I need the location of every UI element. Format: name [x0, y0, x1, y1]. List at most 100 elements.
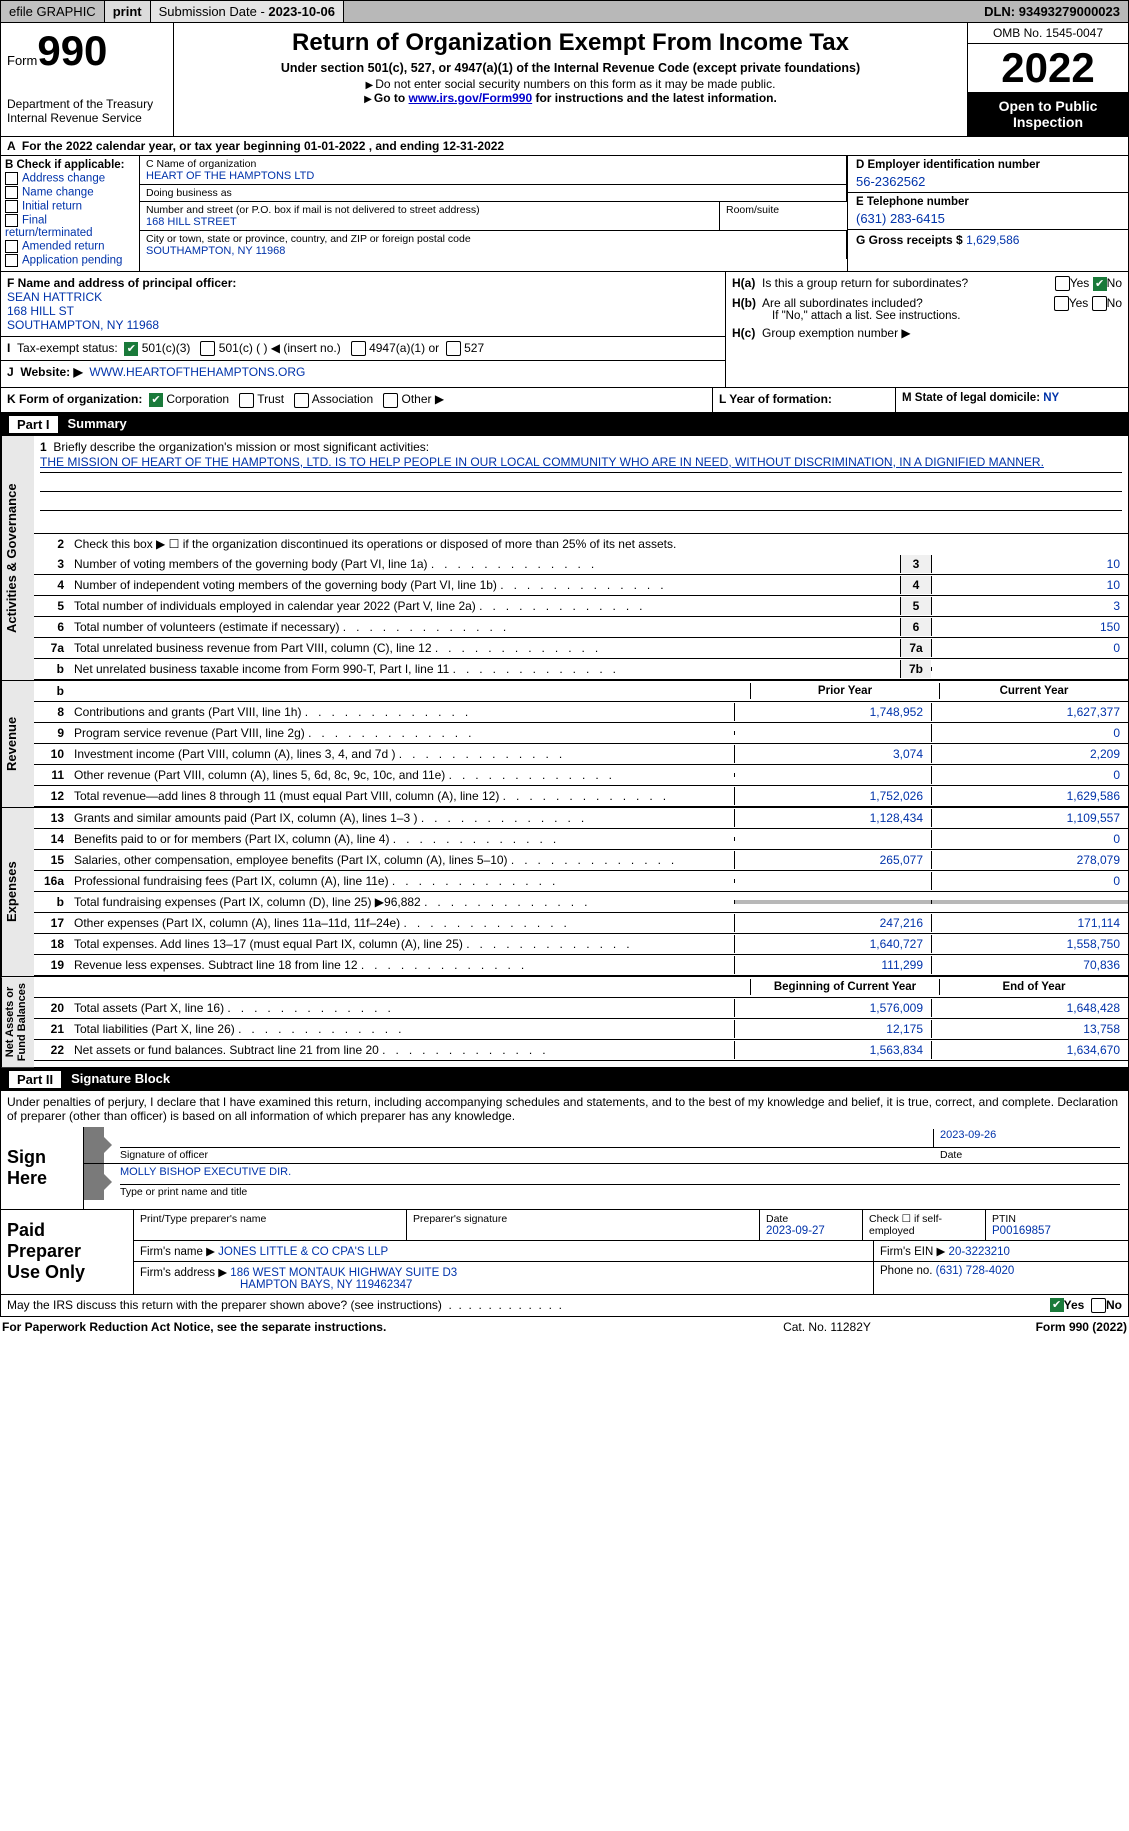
col-b: B Check if applicable: Address change Na… [1, 156, 140, 271]
website-value: WWW.HEARTOFTHEHAMPTONS.ORG [89, 365, 305, 379]
vlabel-expenses: Expenses [1, 808, 34, 976]
header-left: Form990 Department of the Treasury Inter… [1, 23, 174, 136]
opt-address-change[interactable]: Address change [5, 172, 135, 185]
self-employed: Check ☐ if self-employed [863, 1210, 986, 1240]
irs-link[interactable]: www.irs.gov/Form990 [409, 91, 533, 105]
summary-line: 14 Benefits paid to or for members (Part… [34, 829, 1128, 850]
hb-yes[interactable] [1054, 296, 1069, 311]
opt-initial-return[interactable]: Initial return [5, 200, 135, 213]
no-label: No [1106, 1298, 1122, 1312]
firm-name: JONES LITTLE & CO CPA'S LLP [218, 1246, 388, 1258]
check-other[interactable] [383, 393, 398, 408]
sig-of-label: Signature of officer [120, 1149, 208, 1161]
hc-text: Group exemption number ▶ [762, 326, 911, 340]
open-to-public: Open to Public Inspection [968, 92, 1128, 136]
discuss-no[interactable] [1091, 1298, 1106, 1313]
form-subtitle: Under section 501(c), 527, or 4947(a)(1)… [182, 61, 959, 75]
may-irs-discuss: May the IRS discuss this return with the… [0, 1295, 1129, 1317]
part2-name: Signature Block [71, 1071, 170, 1088]
prep-date-label: Date [766, 1213, 856, 1225]
discuss-yes: ✔ [1050, 1298, 1064, 1312]
check-corp: ✔ [149, 393, 163, 407]
omb-number: OMB No. 1545-0047 [968, 23, 1128, 44]
opt-name-change[interactable]: Name change [5, 186, 135, 199]
summary-line: 20 Total assets (Part X, line 16) 1,576,… [34, 998, 1128, 1019]
summary-line: 11 Other revenue (Part VIII, column (A),… [34, 765, 1128, 786]
firm-name-label: Firm's name ▶ [140, 1246, 215, 1258]
tax-year: 2022 [968, 44, 1128, 92]
check-trust[interactable] [239, 393, 254, 408]
ha-yes[interactable] [1055, 276, 1070, 291]
name-label: Type or print name and title [120, 1185, 1120, 1198]
f-right: H(a) Is this a group return for subordin… [725, 272, 1128, 387]
activities-section: Activities & Governance 1 Briefly descri… [0, 436, 1129, 680]
k-cell: K Form of organization: ✔ Corporation Tr… [1, 388, 713, 411]
summary-line: 16a Professional fundraising fees (Part … [34, 871, 1128, 892]
street: 168 HILL STREET [146, 216, 713, 228]
vlabel-revenue: Revenue [1, 681, 34, 807]
form-header: Form990 Department of the Treasury Inter… [0, 23, 1129, 137]
summary-line: 17 Other expenses (Part IX, column (A), … [34, 913, 1128, 934]
footer: For Paperwork Reduction Act Notice, see … [0, 1317, 1129, 1337]
yes-label: Yes [1064, 1298, 1085, 1312]
summary-line: 4 Number of independent voting members o… [34, 575, 1128, 596]
col-b-label: B Check if applicable: [5, 159, 125, 171]
hb-no[interactable] [1092, 296, 1107, 311]
org-name: HEART OF THE HAMPTONS LTD [146, 170, 840, 182]
summary-line: 10 Investment income (Part VIII, column … [34, 744, 1128, 765]
summary-line: 13 Grants and similar amounts paid (Part… [34, 808, 1128, 829]
form-sub2: ▶Do not enter social security numbers on… [182, 77, 959, 91]
dln: DLN: 93493279000023 [976, 1, 1128, 22]
col-c: C Name of organization HEART OF THE HAMP… [140, 156, 847, 271]
opt-application-pending[interactable]: Application pending [5, 254, 135, 267]
form-number: 990 [37, 27, 107, 74]
summary-line: 6 Total number of volunteers (estimate i… [34, 617, 1128, 638]
trust: Trust [257, 392, 284, 406]
hc-tag: H(c) [732, 326, 755, 340]
sub3-pre: Go to [374, 91, 409, 105]
check-527[interactable] [446, 341, 461, 356]
527: 527 [464, 341, 484, 355]
part2-header: Part II Signature Block [0, 1068, 1129, 1091]
arrow-icon [84, 1164, 104, 1200]
preparer-name-label: Print/Type preparer's name [140, 1213, 400, 1225]
col-header-row: b Prior Year Current Year [34, 681, 1128, 702]
submission-date-value: 2023-10-06 [268, 4, 335, 19]
firm-phone: (631) 728-4020 [936, 1265, 1015, 1277]
arrow-icon [84, 1127, 104, 1163]
hb-tag: H(b) [732, 296, 756, 310]
current-year-header: Current Year [939, 683, 1128, 699]
ein-cell: D Employer identification number 56-2362… [848, 156, 1128, 193]
sig-text: Under penalties of perjury, I declare th… [7, 1095, 1118, 1123]
opt-amended-return[interactable]: Amended return [5, 240, 135, 253]
mission-num: 1 [40, 440, 47, 454]
corporation: Corporation [166, 392, 229, 406]
ha-no: ✔ [1093, 277, 1107, 291]
state-domicile-label: M State of legal domicile: [902, 392, 1043, 404]
sign-here: Sign Here 2023-09-26 Signature of office… [0, 1127, 1129, 1210]
form-title: Return of Organization Exempt From Incom… [182, 29, 959, 57]
signer-name: MOLLY BISHOP EXECUTIVE DIR. [120, 1166, 1120, 1184]
revenue-section: Revenue b Prior Year Current Year 8 Cont… [0, 680, 1129, 807]
check-assoc[interactable] [294, 393, 309, 408]
street-label: Number and street (or P.O. box if mail i… [146, 204, 713, 216]
501c3: 501(c)(3) [142, 341, 191, 355]
header-center: Return of Organization Exempt From Incom… [174, 23, 967, 136]
firm-ein: 20-3223210 [949, 1246, 1010, 1258]
officer-addr2: SOUTHAMPTON, NY 11968 [7, 318, 159, 332]
form-sub3: ▶Go to www.irs.gov/Form990 for instructi… [182, 91, 959, 105]
check-501c[interactable] [200, 341, 215, 356]
prior-year-header: Prior Year [750, 683, 939, 699]
city: SOUTHAMPTON, NY 11968 [146, 245, 840, 257]
room-cell: Room/suite [720, 202, 847, 230]
vlabel-netassets: Net Assets or Fund Balances [1, 977, 34, 1067]
sign-date: 2023-09-26 [933, 1129, 1120, 1147]
print-button[interactable]: print [105, 1, 151, 22]
summary-line: 22 Net assets or fund balances. Subtract… [34, 1040, 1128, 1061]
section-bcd: B Check if applicable: Address change Na… [0, 156, 1129, 272]
opt-final-return[interactable]: Final return/terminated [5, 214, 135, 239]
form-page: Form 990 (2022) [927, 1320, 1127, 1334]
paperwork-notice: For Paperwork Reduction Act Notice, see … [2, 1320, 727, 1334]
officer-addr1: 168 HILL ST [7, 304, 74, 318]
check-4947[interactable] [351, 341, 366, 356]
